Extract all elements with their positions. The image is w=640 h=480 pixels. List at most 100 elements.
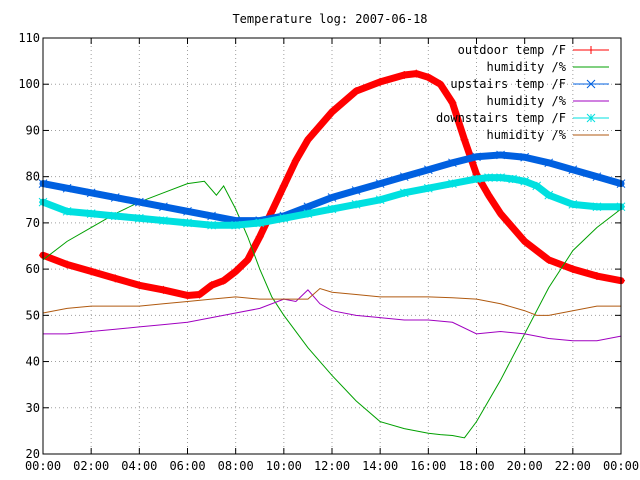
legend-entry: outdoor temp /F: [458, 43, 609, 57]
data-point: [111, 274, 120, 283]
series-line: [39, 70, 625, 299]
data-point: [592, 202, 602, 212]
y-tick-label: 90: [26, 123, 40, 137]
series-layer: [38, 69, 626, 439]
data-point: [327, 204, 337, 214]
legend-label: humidity /%: [487, 60, 567, 74]
legend-marker: [586, 113, 596, 123]
grid-lines: [43, 38, 621, 454]
data-point: [351, 200, 361, 209]
data-point: [375, 179, 385, 188]
data-point: [135, 281, 144, 290]
x-tick-label: 00:00: [603, 459, 639, 473]
data-point: [352, 87, 361, 96]
data-point: [544, 190, 554, 200]
x-tick-label: 14:00: [362, 459, 398, 473]
legend-entry: downstairs temp /F: [436, 111, 609, 125]
series-line: [42, 287, 621, 316]
series-2: [42, 180, 622, 439]
data-point: [544, 255, 553, 264]
legend-label: downstairs temp /F: [436, 111, 566, 125]
x-tick-label: 08:00: [218, 459, 254, 473]
legend-entry: humidity /%: [487, 94, 609, 108]
data-point: [279, 181, 288, 190]
legend-marker: [587, 46, 595, 54]
data-point: [110, 193, 120, 202]
data-point: [424, 73, 433, 82]
data-point: [62, 183, 72, 193]
data-point: [207, 211, 216, 221]
x-tick-label: 16:00: [410, 459, 446, 473]
data-point: [195, 290, 204, 299]
data-point: [183, 218, 192, 228]
x-tick-label: 12:00: [314, 459, 350, 473]
data-point: [520, 176, 530, 186]
y-tick-label: 50: [26, 308, 40, 322]
data-point: [423, 165, 433, 175]
data-point: [231, 220, 241, 230]
legend-label: outdoor temp /F: [458, 43, 566, 57]
data-point: [484, 173, 493, 182]
data-point: [532, 181, 542, 191]
data-point: [484, 191, 493, 200]
data-point: [448, 98, 457, 107]
x-tick-label: 06:00: [169, 459, 205, 473]
data-point: [231, 267, 240, 276]
data-point: [219, 276, 228, 285]
data-point: [159, 216, 168, 225]
data-point: [86, 188, 96, 198]
y-tick-label: 20: [26, 447, 40, 461]
legend: outdoor temp /F humidity /% upstairs temp …: [436, 43, 609, 142]
y-tick-label: 80: [26, 170, 40, 184]
data-point: [544, 158, 554, 168]
data-point: [399, 172, 409, 182]
y-tick-label: 40: [26, 355, 40, 369]
y-tick-label: 60: [26, 262, 40, 276]
data-point: [508, 174, 517, 184]
data-point: [496, 150, 505, 160]
series-line: [42, 180, 622, 439]
data-point: [568, 200, 578, 209]
legend-label: upstairs temp /F: [450, 77, 566, 91]
series-line: [43, 289, 622, 342]
data-point: [351, 186, 361, 195]
legend-entry: upstairs temp /F: [450, 77, 609, 91]
data-point: [568, 265, 577, 274]
data-point: [472, 174, 481, 184]
data-point: [520, 152, 530, 162]
data-point: [496, 173, 505, 182]
x-tick-label: 10:00: [266, 459, 302, 473]
series-line: [39, 174, 625, 229]
data-point: [86, 209, 96, 218]
data-point: [110, 211, 120, 221]
data-point: [568, 165, 578, 175]
y-tick-label: 100: [18, 77, 40, 91]
x-tick-label: 04:00: [121, 459, 157, 473]
data-point: [62, 206, 72, 216]
data-point: [376, 77, 385, 86]
data-point: [207, 281, 216, 290]
series-6: [42, 287, 621, 316]
y-tick-label: 110: [18, 31, 40, 45]
chart-title: Temperature log: 2007-06-18: [232, 12, 427, 26]
legend-label: humidity /%: [487, 128, 567, 142]
data-point: [207, 220, 216, 230]
x-tick-label: 22:00: [555, 459, 591, 473]
data-point: [183, 291, 192, 300]
data-point: [592, 172, 602, 182]
data-point: [412, 69, 421, 78]
data-point: [63, 260, 72, 269]
data-point: [255, 218, 265, 228]
axes-layer: 20 30 40 50 60 70 80 90 100 110 00:00 02:00 04:00 06:…: [18, 31, 639, 473]
data-point: [134, 197, 144, 207]
series-5: [38, 173, 626, 230]
data-point: [303, 209, 313, 218]
data-point: [436, 80, 445, 89]
data-point: [448, 158, 457, 168]
x-tick-label: 18:00: [458, 459, 494, 473]
x-tick-label: 20:00: [507, 459, 543, 473]
data-point: [400, 70, 409, 79]
data-point: [134, 213, 144, 223]
legend-marker: [586, 79, 596, 89]
data-point: [243, 255, 252, 264]
